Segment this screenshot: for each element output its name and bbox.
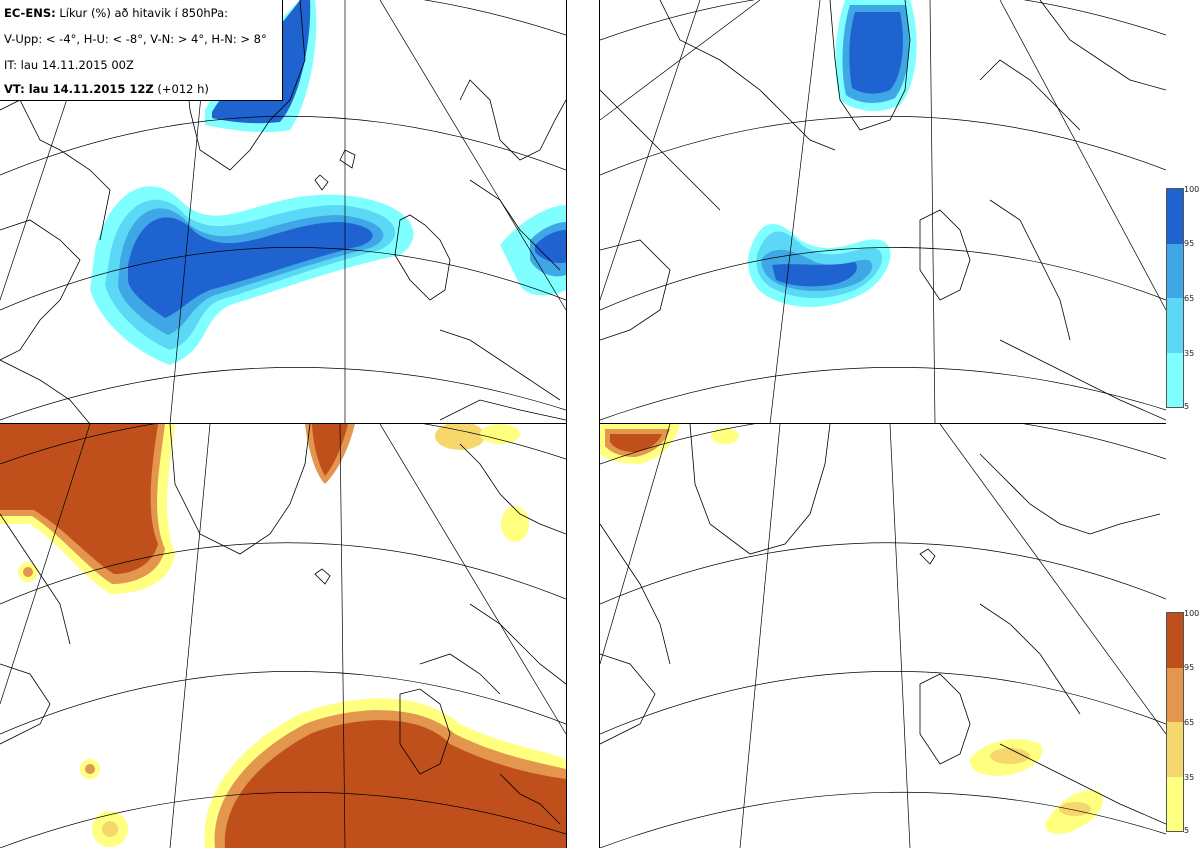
map-panel-v-n	[0, 424, 566, 848]
colorbar-tick: 100	[1184, 185, 1200, 194]
map-canvas	[600, 0, 1166, 424]
map-canvas	[0, 424, 566, 848]
colorbar-tick: 100	[1184, 609, 1200, 618]
graticule	[0, 424, 566, 848]
colorbar-tick: 5	[1184, 826, 1190, 835]
colorbar-cold-top	[1166, 188, 1184, 408]
panel-divider-horizontal	[600, 423, 1166, 424]
info-box: EC-ENS: Líkur (%) að hitavik í 850hPa: V…	[0, 0, 283, 101]
probability-field	[748, 0, 917, 308]
panel-divider-vertical	[599, 0, 600, 848]
thresholds-line: V-Upp: < -4°, H-U: < -8°, V-N: > 4°, H-N…	[4, 32, 267, 46]
probability-field	[0, 424, 566, 848]
map-panel-v-upp: EC-ENS: Líkur (%) að hitavik í 850hPa: V…	[0, 0, 566, 424]
probability-field	[600, 424, 1103, 834]
issue-time: IT: lau 14.11.2015 00Z	[4, 58, 134, 72]
colorbar-warm-bottom	[1166, 612, 1184, 832]
colorbar-tick: 35	[1184, 349, 1195, 358]
colorbar-tick: 95	[1184, 239, 1195, 248]
colorbar-tick: 35	[1184, 773, 1195, 782]
valid-time: VT: lau 14.11.2015 12Z	[4, 82, 154, 96]
map-panel-h-n	[600, 424, 1166, 848]
map-panel-h-upp	[600, 0, 1166, 424]
coastlines	[0, 424, 566, 825]
colorbar-tick: 65	[1184, 718, 1195, 727]
panel-divider-vertical	[566, 0, 567, 848]
coastlines	[600, 424, 1166, 825]
lead-time: (+012 h)	[157, 82, 209, 96]
graticule	[0, 0, 566, 424]
panel-divider-horizontal	[0, 423, 566, 424]
map-canvas	[600, 424, 1166, 848]
colorbar-tick: 5	[1184, 402, 1190, 411]
colorbar-tick: 65	[1184, 294, 1195, 303]
graticule	[600, 0, 1166, 424]
model-label: EC-ENS:	[4, 6, 56, 20]
colorbar-tick: 95	[1184, 663, 1195, 672]
coastlines	[600, 0, 1166, 421]
title-text: Líkur (%) að hitavik í 850hPa:	[59, 6, 229, 20]
graticule	[600, 424, 1166, 848]
